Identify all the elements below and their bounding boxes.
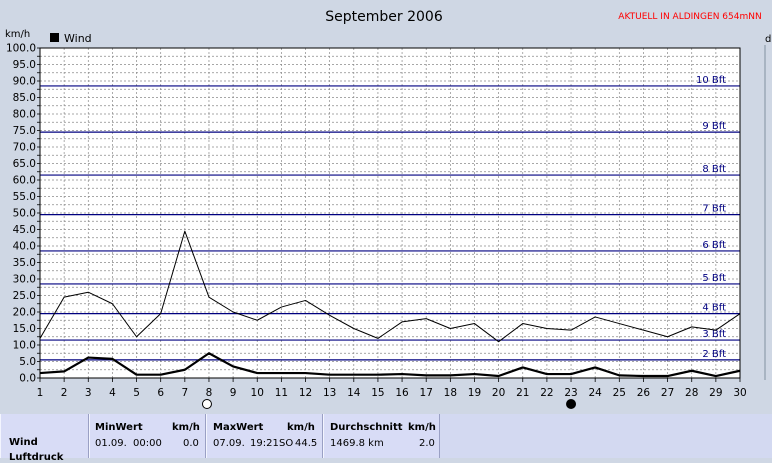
y-tick-label: 5.0: [19, 356, 36, 368]
beaufort-label: 5 Bft: [702, 273, 726, 284]
plot-frame: [39, 47, 741, 379]
station-label: AKTUELL IN ALDINGEN 654mNN: [618, 12, 761, 22]
min-time: 00:00: [133, 438, 162, 449]
y-axis-unit-label: km/h: [5, 29, 30, 40]
plot-area: 0.0 5.0 10.0 15.0 20.0 25.0 30.0 35.0 40.0 45.0 50…: [6, 43, 747, 409]
chart-title: September 2006: [325, 9, 443, 25]
y-tick-label: 90.0: [13, 76, 36, 88]
beaufort-label: 6 Bft: [702, 240, 726, 251]
x-tick-label: 21: [516, 387, 529, 399]
x-tick-label: 10: [251, 387, 264, 399]
min-header: MinWert: [95, 422, 143, 433]
beaufort-label: 9 Bft: [702, 121, 726, 132]
min-value: 0.0: [183, 438, 199, 449]
wind-line-chart: September 2006 AKTUELL IN ALDINGEN 654mN…: [5, 9, 772, 409]
x-tick-label: 25: [613, 387, 626, 399]
x-tick-label: 23: [564, 387, 577, 399]
y-tick-label: 40.0: [13, 241, 36, 253]
y-tick-label: 25.0: [13, 290, 36, 302]
y-tick-label: 70.0: [13, 142, 36, 154]
stats-min-cell: MinWert km/h 01.09. 00:00 0.0: [89, 414, 206, 458]
x-tick-label: 12: [299, 387, 312, 399]
right-axis-label: d: [765, 34, 771, 45]
x-tick-label: 7: [181, 387, 188, 399]
x-tick-label: 20: [492, 387, 505, 399]
y-tick-label: 80.0: [13, 109, 36, 121]
beaufort-label: 10 Bft: [696, 75, 726, 86]
y-tick-label: 20.0: [13, 307, 36, 319]
max-value: 44.5: [295, 438, 318, 449]
stats-row-label-cell: Wind Luftdruck: [0, 414, 89, 463]
max-header: MaxWert: [213, 422, 264, 433]
x-tick-label: 26: [637, 387, 651, 399]
beaufort-label: 8 Bft: [702, 164, 726, 175]
y-tick-label: 60.0: [13, 175, 36, 187]
series-line-peak: [39, 230, 741, 343]
x-tick-label: 9: [230, 387, 237, 399]
x-tick-label: 13: [323, 387, 336, 399]
y-tick-label: 10.0: [13, 340, 36, 352]
y-tick-label: 85.0: [13, 92, 36, 104]
x-tick-label: 11: [275, 387, 288, 399]
avg-header: Durchschnitt: [330, 422, 403, 433]
legend-swatch-wind: [50, 33, 59, 42]
y-tick-label: 0.0: [19, 373, 36, 385]
x-tick-label: 8: [206, 387, 213, 399]
stats-table: Wind Luftdruck MinWert km/h 01.09. 00:00…: [0, 414, 772, 463]
full-moon-marker: [201, 399, 212, 409]
y-tick-label: 35.0: [13, 257, 36, 269]
x-tick-label: 17: [420, 387, 433, 399]
x-tick-label: 18: [444, 387, 457, 399]
y-tick-label: 55.0: [13, 191, 36, 203]
y-tick-label: 65.0: [13, 158, 36, 170]
x-tick-label: 1: [37, 387, 44, 399]
y-tick-label: 45.0: [13, 224, 36, 236]
new-moon-marker: [566, 399, 577, 409]
beaufort-label: 2 Bft: [702, 349, 726, 360]
x-tick-label: 24: [588, 387, 602, 399]
avg-total-distance: 1469.8 km: [330, 438, 384, 449]
x-tick-label: 6: [157, 387, 164, 399]
x-tick-label: 28: [685, 387, 698, 399]
max-date: 07.09.: [213, 438, 245, 449]
x-tick-label: 14: [347, 387, 361, 399]
x-tick-label: 5: [133, 387, 140, 399]
min-date: 01.09.: [95, 438, 127, 449]
y-tick-label: 75.0: [13, 125, 36, 137]
min-unit: km/h: [172, 422, 200, 433]
x-tick-label: 30: [733, 387, 746, 399]
x-tick-label: 29: [709, 387, 722, 399]
x-tick-label: 3: [85, 387, 92, 399]
max-unit: km/h: [287, 422, 315, 433]
stats-row-label: Wind: [9, 437, 38, 448]
x-tick-label: 4: [109, 387, 116, 399]
max-time: 19:21: [250, 438, 279, 449]
x-tick-label: 19: [468, 387, 481, 399]
x-tick-label: 2: [61, 387, 68, 399]
stats-max-cell: MaxWert km/h 07.09. 19:21 SO 44.5: [206, 414, 323, 458]
avg-unit: km/h: [408, 422, 436, 433]
max-direction: SO: [279, 438, 294, 449]
avg-value: 2.0: [419, 438, 435, 449]
x-tick-label: 22: [540, 387, 553, 399]
y-tick-label: 50.0: [13, 208, 36, 220]
x-tick-label: 27: [661, 387, 674, 399]
beaufort-label: 4 Bft: [702, 303, 726, 314]
beaufort-label: 3 Bft: [702, 329, 726, 340]
y-tick-label: 15.0: [13, 323, 36, 335]
y-tick-label: 30.0: [13, 274, 36, 286]
x-tick-label: 16: [395, 387, 409, 399]
y-tick-label: 95.0: [13, 59, 36, 71]
x-tick-label: 15: [371, 387, 384, 399]
legend-label-wind: Wind: [64, 32, 92, 45]
stats-avg-cell: Durchschnitt km/h 1469.8 km 2.0: [323, 414, 440, 458]
beaufort-label: 7 Bft: [702, 204, 726, 215]
series-line-wind: [39, 352, 741, 378]
y-tick-label: 100.0: [6, 43, 36, 55]
